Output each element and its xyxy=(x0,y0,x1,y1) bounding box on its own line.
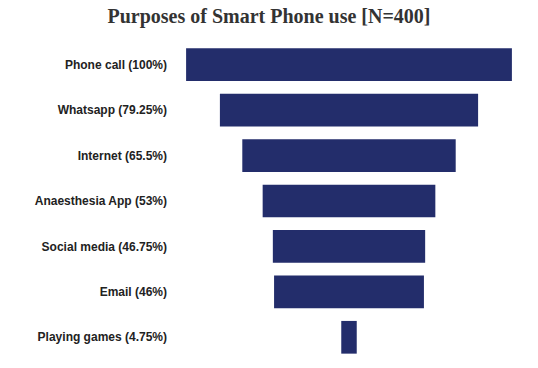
svg-text:Purposes of Smart Phone use [N: Purposes of Smart Phone use [N=400] xyxy=(107,5,430,28)
svg-text:Playing games (4.75%): Playing games (4.75%) xyxy=(38,330,167,344)
svg-text:Whatsapp (79.25%): Whatsapp (79.25%) xyxy=(58,103,167,117)
svg-text:Phone call (100%): Phone call (100%) xyxy=(65,58,167,72)
svg-text:Internet (65.5%): Internet (65.5%) xyxy=(78,149,167,163)
svg-text:Social media (46.75%): Social media (46.75%) xyxy=(42,240,167,254)
svg-text:Email (46%): Email (46%) xyxy=(100,285,167,299)
svg-text:Anaesthesia App (53%): Anaesthesia App (53%) xyxy=(35,194,167,208)
